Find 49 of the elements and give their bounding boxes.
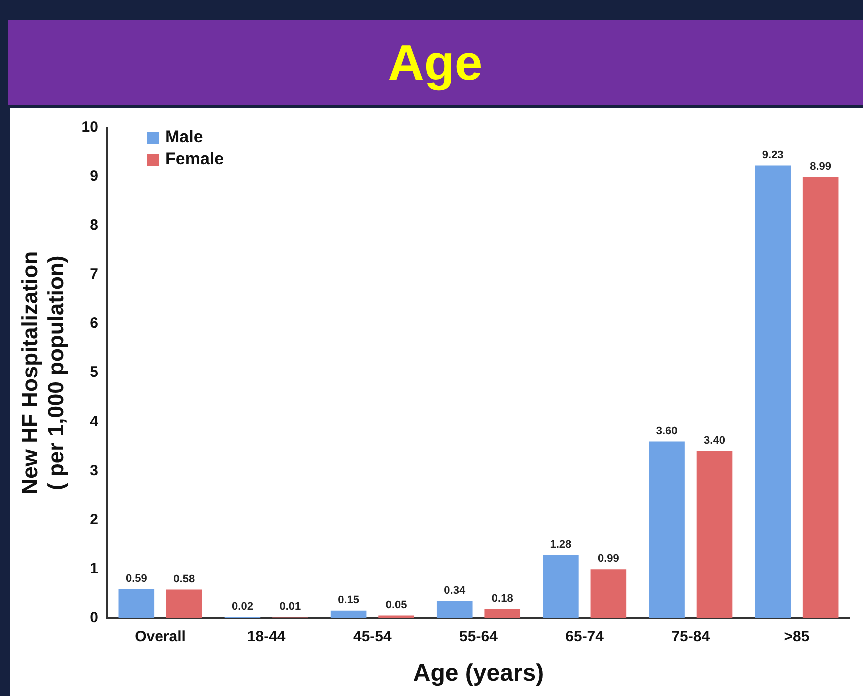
legend-label: Male: [165, 128, 204, 147]
bar: [378, 616, 414, 618]
data-label: 0.01: [280, 601, 302, 614]
data-label: 0.59: [126, 572, 148, 585]
legend-label: Female: [165, 150, 224, 169]
bar: [649, 442, 685, 618]
data-label: 0.18: [492, 592, 514, 605]
bar: [436, 602, 473, 618]
bar: [484, 609, 521, 618]
y-tick-label: 2: [90, 511, 98, 528]
y-tick-label: 10: [82, 119, 98, 136]
data-label: 3.60: [656, 425, 678, 438]
bar: [118, 589, 155, 618]
chart-title: Age: [388, 34, 483, 92]
bar: [543, 555, 579, 618]
y-tick-label: 8: [90, 217, 98, 234]
x-tick-label: Overall: [135, 628, 186, 646]
y-tick-label: 0: [90, 609, 98, 626]
y-tick-label: 6: [90, 315, 98, 332]
x-tick-label: 65-74: [566, 628, 605, 646]
data-label: 0.05: [386, 599, 408, 612]
data-label: 0.99: [598, 553, 620, 566]
y-tick-label: 1: [90, 560, 98, 578]
data-label: 0.02: [232, 600, 254, 613]
x-tick-label: 18-44: [247, 628, 286, 646]
y-axis-title: New HF Hospitalization ( per 1,000 population): [17, 251, 69, 495]
y-tick-label: 5: [90, 364, 98, 382]
bar: [696, 452, 733, 618]
bar: [802, 178, 839, 618]
bar: [590, 570, 627, 618]
bar: [330, 610, 367, 618]
data-label: 0.34: [444, 585, 466, 598]
bar: [166, 590, 202, 618]
y-tick-label: 4: [90, 413, 100, 430]
data-label: 9.23: [762, 149, 784, 162]
data-label: 3.40: [704, 435, 726, 448]
data-label: 8.99: [810, 161, 832, 174]
x-axis-title: Age (years): [413, 660, 544, 688]
y-tick-label: 7: [90, 266, 98, 284]
y-tick-label: 9: [90, 168, 98, 186]
x-tick-label: >85: [784, 628, 810, 646]
x-tick-label: 45-54: [353, 628, 393, 646]
bar: [755, 166, 791, 618]
data-label: 0.15: [338, 594, 360, 606]
x-tick-label: 55-64: [460, 628, 499, 646]
data-label: 0.58: [174, 573, 196, 586]
x-tick-label: 75-84: [672, 628, 711, 646]
y-tick-label: 3: [90, 462, 98, 480]
data-label: 1.28: [550, 538, 572, 551]
